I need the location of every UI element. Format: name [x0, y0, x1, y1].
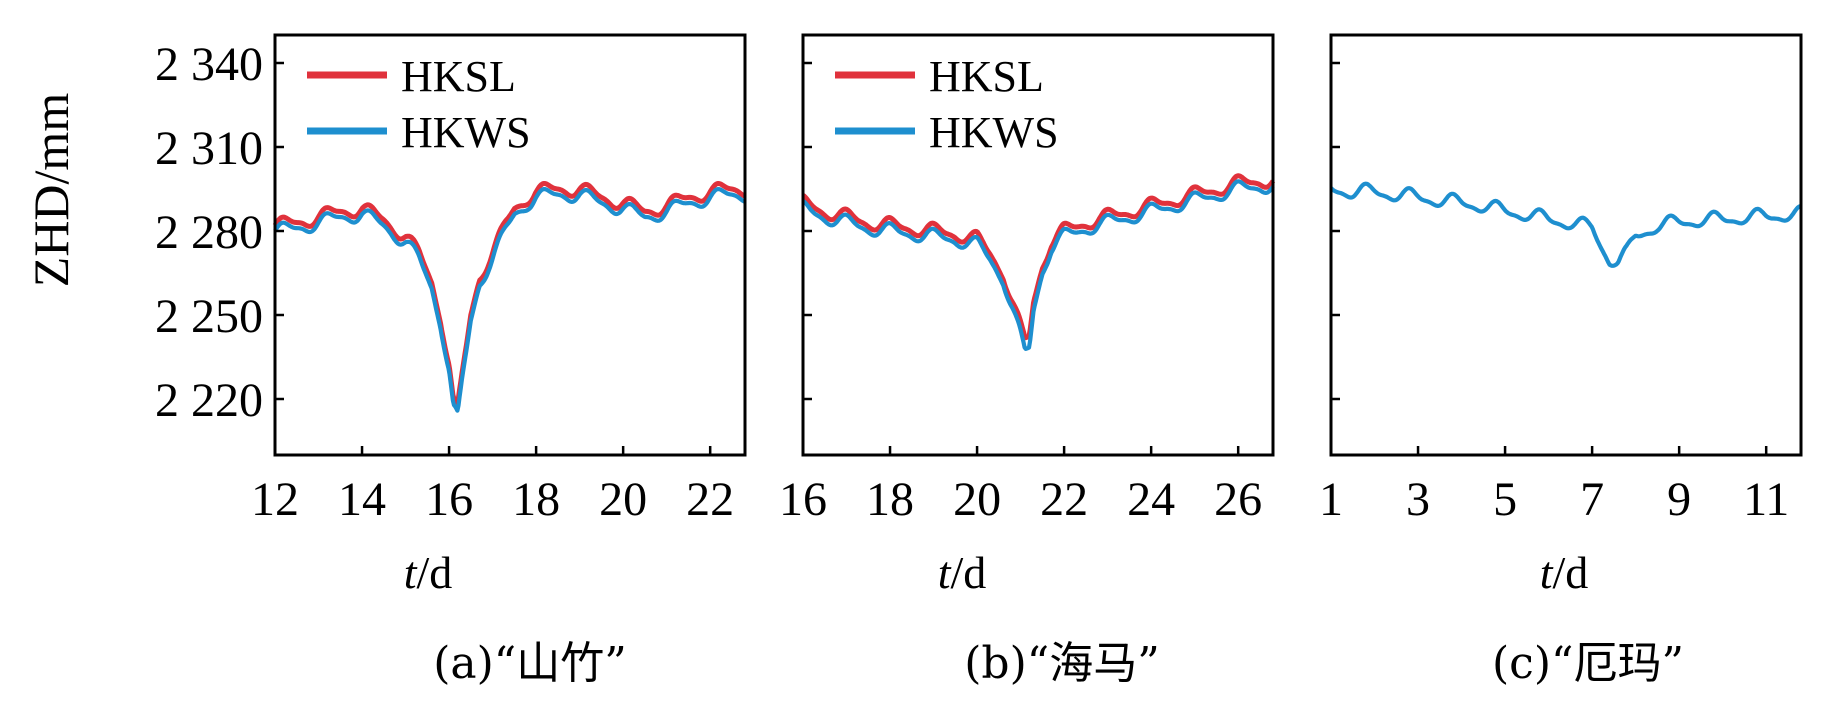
y-tick-label-a-2220: 2 220: [155, 374, 263, 427]
x-axis-title-c: t/d: [1540, 547, 1589, 598]
x-tick-label-a-18: 18: [512, 473, 560, 526]
y-tick-label-a-2310: 2 310: [155, 122, 263, 175]
chart-panel-c: 1 3 5 7 9 11: [1319, 33, 1803, 526]
legend-label-hksl-a: HKSL: [401, 52, 516, 101]
y-axis-title: ZHD/mm: [23, 93, 79, 288]
series-line-hkws-c: [1329, 181, 1802, 268]
series-line-hkws-b: [801, 179, 1275, 351]
x-tick-label-c-3: 3: [1406, 473, 1430, 526]
series-line-hksl-a: [272, 181, 747, 405]
x-tick-label-a-20: 20: [599, 473, 647, 526]
plot-frame-c: [1329, 33, 1803, 457]
x-tick-label-b-16: 16: [779, 473, 827, 526]
x-tick-label-c-5: 5: [1493, 473, 1517, 526]
x-tick-label-a-14: 14: [338, 473, 386, 526]
chart-panel-b: 16 18 20 22 24 26 HKSL HKWS: [779, 33, 1276, 526]
x-tick-label-c-9: 9: [1667, 473, 1691, 526]
x-axis-title-a: t/d: [404, 547, 453, 598]
caption-c: (c)“厄玛”: [1492, 638, 1684, 689]
x-tick-label-b-20: 20: [953, 473, 1001, 526]
x-tick-label-a-22: 22: [686, 473, 734, 526]
x-axis-title-b: t/d: [938, 547, 987, 598]
y-tick-label-a-2250: 2 250: [155, 290, 263, 343]
x-tick-label-a-12: 12: [251, 473, 299, 526]
x-tick-label-b-22: 22: [1040, 473, 1088, 526]
chart-panel-a: 12 14 16 18 20 22 2 220 2 250 2 280 2 310 2 340 HKS…: [155, 33, 747, 526]
x-tick-label-b-24: 24: [1127, 473, 1175, 526]
series-line-hksl-b: [801, 173, 1276, 341]
x-tick-label-a-16: 16: [425, 473, 473, 526]
legend-label-hksl-b: HKSL: [929, 52, 1044, 101]
series-line-hkws-a: [273, 187, 746, 413]
legend-label-hkws-a: HKWS: [401, 108, 531, 157]
plot-frame-b: [801, 33, 1275, 457]
caption-b: (b)“海马”: [964, 638, 1160, 689]
x-tick-label-c-11: 11: [1743, 473, 1789, 526]
y-tick-label-a-2280: 2 280: [155, 206, 263, 259]
x-tick-label-b-26: 26: [1214, 473, 1262, 526]
plot-frame-a: [273, 33, 747, 457]
x-tick-label-c-1: 1: [1319, 473, 1343, 526]
caption-a: (a)“山竹”: [433, 638, 627, 689]
legend-label-hkws-b: HKWS: [929, 108, 1059, 157]
x-tick-label-c-7: 7: [1580, 473, 1604, 526]
y-tick-label-a-2340: 2 340: [155, 38, 263, 91]
x-tick-label-b-18: 18: [866, 473, 914, 526]
